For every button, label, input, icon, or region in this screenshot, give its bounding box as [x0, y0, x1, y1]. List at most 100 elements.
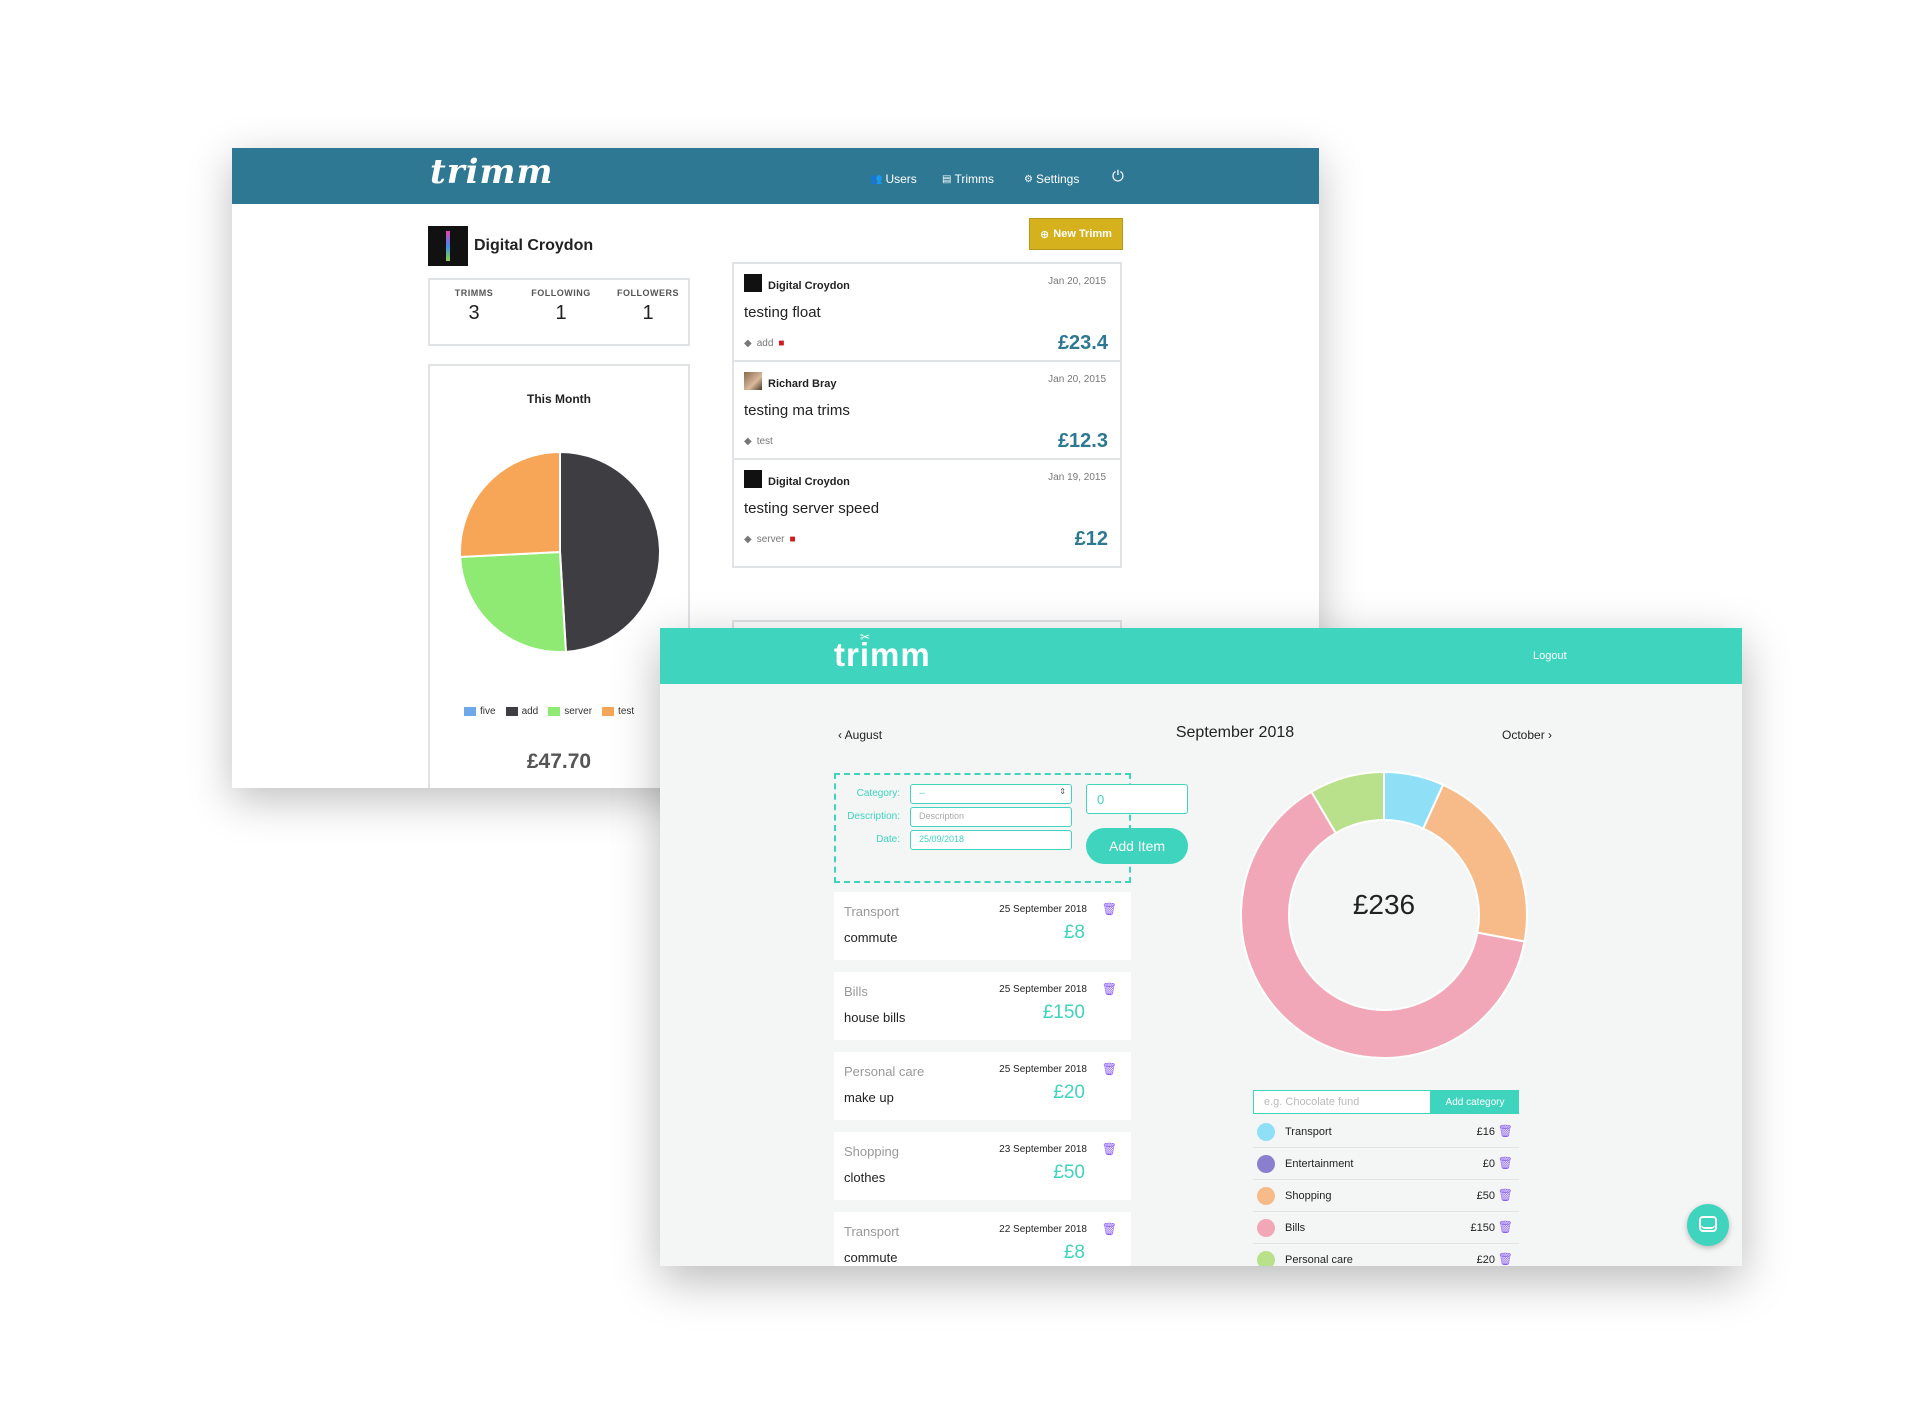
- stat-followers[interactable]: FOLLOWERS 1: [608, 288, 688, 325]
- category-row[interactable]: Shopping £50 🗑: [1253, 1180, 1519, 1212]
- expense-amount: £150: [1042, 1002, 1085, 1023]
- trimm-user[interactable]: Digital Croydon: [768, 280, 850, 292]
- trimm-card[interactable]: Digital Croydon Jan 19, 2015 testing serve…: [732, 458, 1122, 568]
- category-row[interactable]: Personal care £20 🗑: [1253, 1244, 1519, 1266]
- trimm-user[interactable]: Digital Croydon: [768, 476, 850, 488]
- trash-icon[interactable]: 🗑: [1497, 1220, 1513, 1234]
- category-row[interactable]: Transport £16 🗑: [1253, 1116, 1519, 1148]
- trash-icon[interactable]: 🗑: [1497, 1188, 1513, 1202]
- trimm-tag-label: add: [756, 338, 774, 349]
- stat-trimms[interactable]: TRIMMS 3: [434, 288, 514, 325]
- stat-value: 1: [642, 302, 654, 324]
- trimm-tag[interactable]: ◆ server ■: [744, 534, 796, 545]
- expense-description: clothes: [844, 1170, 886, 1185]
- trash-icon[interactable]: ■: [789, 534, 796, 545]
- trash-icon[interactable]: 🗑: [1101, 1222, 1117, 1236]
- trash-icon[interactable]: 🗑: [1101, 982, 1117, 996]
- user-avatar[interactable]: [744, 274, 762, 292]
- expense-amount: £8: [1063, 1242, 1085, 1263]
- trash-icon[interactable]: 🗑: [1497, 1156, 1513, 1170]
- trimm-title[interactable]: testing float: [744, 304, 821, 321]
- category-select[interactable]: -- ⇕: [910, 784, 1072, 804]
- expense-date: 23 September 2018: [999, 1144, 1087, 1155]
- trash-icon[interactable]: 🗑: [1101, 1062, 1117, 1076]
- trimm-card[interactable]: Digital Croydon Jan 20, 2015 testing float…: [732, 262, 1122, 372]
- pie-legend: five add server test: [464, 706, 634, 717]
- trimm-date: Jan 20, 2015: [1048, 374, 1106, 385]
- trimm-user[interactable]: Richard Bray: [768, 378, 837, 390]
- trash-icon[interactable]: 🗑: [1101, 902, 1117, 916]
- slice-test[interactable]: [459, 450, 561, 558]
- plus-circle-icon: ⊕: [1040, 228, 1050, 241]
- legend-item[interactable]: server: [548, 706, 592, 717]
- this-month-pie-chart: [459, 450, 661, 653]
- trimm-date: Jan 20, 2015: [1048, 276, 1106, 287]
- expense-category: Bills: [844, 984, 868, 999]
- this-month-total: £47.70: [526, 750, 592, 773]
- old-app-logo[interactable]: trimm: [430, 152, 554, 192]
- expense-item[interactable]: Shopping 23 September 2018 🗑 clothes £50: [834, 1132, 1131, 1200]
- description-input[interactable]: Description: [910, 807, 1072, 827]
- expense-category: Personal care: [844, 1064, 925, 1079]
- nav-settings[interactable]: ⚙ Settings: [1024, 172, 1079, 186]
- chat-icon[interactable]: [1687, 1204, 1729, 1246]
- next-month-link[interactable]: October ›: [1502, 728, 1553, 742]
- user-avatar[interactable]: [744, 372, 762, 390]
- trash-icon[interactable]: 🗑: [1497, 1124, 1513, 1138]
- slice-personal-care[interactable]: [1310, 770, 1385, 835]
- slice-add[interactable]: [559, 450, 661, 653]
- trimm-title[interactable]: testing ma trims: [744, 402, 850, 419]
- trash-icon[interactable]: ■: [778, 338, 785, 349]
- date-input[interactable]: 25/09/2018: [910, 830, 1072, 850]
- slice-bills[interactable]: [1240, 790, 1526, 1059]
- category-total: £150: [1470, 1222, 1495, 1234]
- amount-input[interactable]: 0: [1086, 784, 1188, 814]
- nav-users[interactable]: 👥 Users: [870, 172, 917, 186]
- trimm-tag-label: test: [756, 436, 773, 447]
- legend-item[interactable]: test: [602, 706, 634, 717]
- category-row[interactable]: Entertainment £0 🗑: [1253, 1148, 1519, 1180]
- stat-label: FOLLOWERS: [617, 288, 679, 298]
- new-app-header: trimm ✂ Logout: [660, 628, 1742, 684]
- scissors-icon: ✂: [860, 630, 872, 644]
- new-trimm-button[interactable]: ⊕ New Trimm: [1029, 218, 1123, 250]
- expense-item[interactable]: Personal care 25 September 2018 🗑 make up £2…: [834, 1052, 1131, 1120]
- trimm-amount: £12.3: [1057, 430, 1108, 452]
- stat-following[interactable]: FOLLOWING 1: [521, 288, 601, 325]
- nav-trimms[interactable]: ▤ Trimms: [942, 172, 994, 186]
- legend-item[interactable]: add: [505, 706, 538, 717]
- trimm-tag[interactable]: ◆ test: [744, 436, 773, 447]
- category-total: £0: [1482, 1158, 1495, 1170]
- trash-icon[interactable]: 🗑: [1497, 1252, 1513, 1266]
- prev-month-link[interactable]: ‹ August: [838, 728, 883, 742]
- expense-item[interactable]: Transport 25 September 2018 🗑 commute £8: [834, 892, 1131, 960]
- tag-icon: ◆: [744, 534, 752, 545]
- new-app-logo[interactable]: trimm ✂: [834, 630, 931, 674]
- document-icon: ▤: [942, 173, 952, 185]
- category-total: £20: [1476, 1254, 1495, 1266]
- category-name-input[interactable]: e.g. Chocolate fund: [1253, 1090, 1431, 1114]
- add-category-button[interactable]: Add category: [1431, 1090, 1519, 1114]
- logout-link[interactable]: Logout: [1533, 650, 1567, 662]
- expense-item[interactable]: Transport 22 September 2018 🗑 commute £8: [834, 1212, 1131, 1266]
- legend-swatch: [602, 707, 615, 716]
- profile-avatar[interactable]: [428, 226, 468, 266]
- slice-server[interactable]: [459, 550, 567, 653]
- trimm-card[interactable]: Richard Bray Jan 20, 2015 testing ma trims…: [732, 360, 1122, 470]
- category-row[interactable]: Bills £150 🗑: [1253, 1212, 1519, 1244]
- legend-item[interactable]: five: [464, 706, 496, 717]
- stat-label: FOLLOWING: [531, 288, 591, 298]
- legend-label: server: [564, 706, 593, 717]
- trimm-title[interactable]: testing server speed: [744, 500, 880, 517]
- trimm-tag[interactable]: ◆ add ■: [744, 338, 784, 349]
- trimm-amount: £12: [1074, 528, 1108, 550]
- nav-trimms-label: Trimms: [954, 172, 994, 186]
- user-avatar[interactable]: [744, 470, 762, 488]
- power-icon[interactable]: ⏻: [1112, 168, 1124, 185]
- expense-description: commute: [844, 1250, 898, 1265]
- trash-icon[interactable]: 🗑: [1101, 1142, 1117, 1156]
- expense-category: Transport: [844, 1224, 900, 1239]
- this-month-title: This Month: [527, 392, 591, 406]
- expense-item[interactable]: Bills 25 September 2018 🗑 house bills £150: [834, 972, 1131, 1040]
- add-item-button[interactable]: Add Item: [1086, 828, 1188, 864]
